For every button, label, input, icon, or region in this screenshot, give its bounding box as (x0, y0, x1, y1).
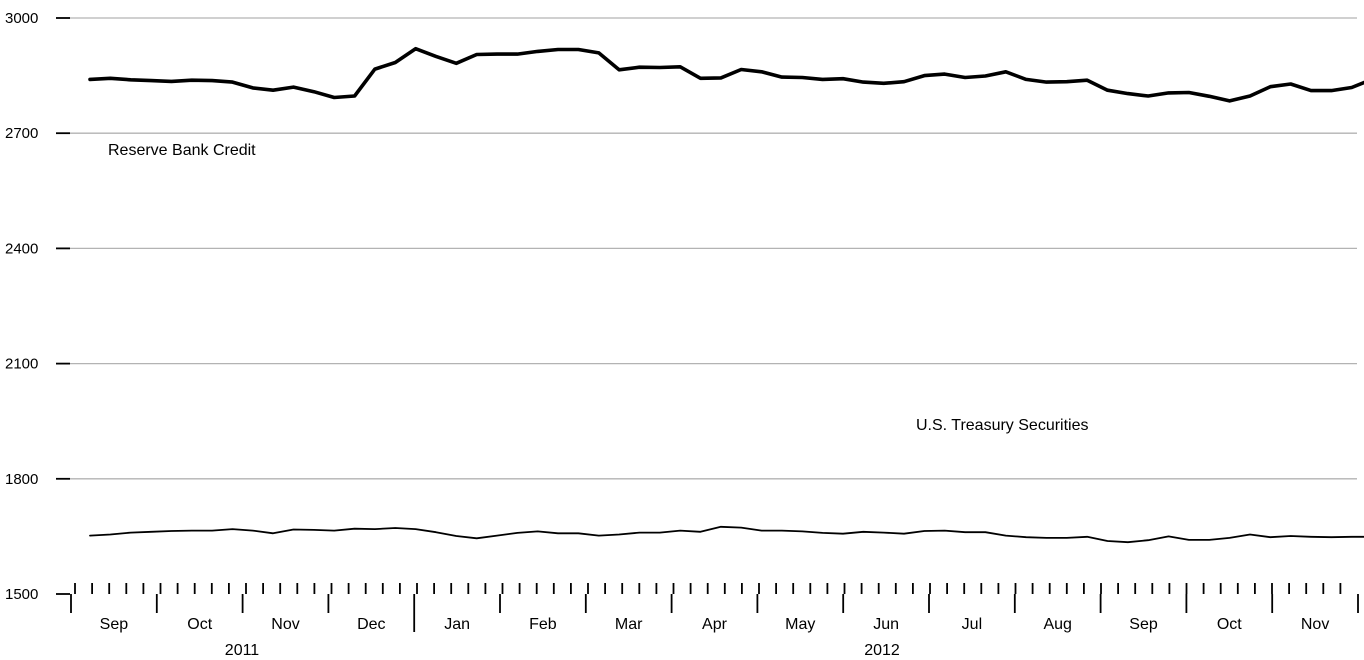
y-tick-label: 2100 (5, 356, 38, 373)
month-label: Oct (1217, 616, 1242, 633)
month-label: Apr (702, 616, 728, 633)
month-label: Jun (873, 616, 899, 633)
month-label: Oct (187, 616, 212, 633)
series-line-reserve-bank-credit (88, 46, 1364, 103)
month-label: Feb (529, 616, 557, 633)
month-label: May (785, 616, 815, 633)
y-tick-label: 3000 (5, 10, 38, 27)
month-label: Jul (962, 616, 982, 633)
year-label: 2011 (225, 642, 260, 659)
month-label: Jan (444, 616, 470, 633)
month-label: Sep (1129, 616, 1158, 633)
y-tick-label: 2700 (5, 125, 38, 142)
gridlines (68, 17, 1357, 480)
y-tick-label: 1800 (5, 471, 38, 488)
y-axis: 1500 1800 2100 2400 2700 3000 (5, 10, 70, 603)
month-label: Nov (271, 616, 299, 633)
month-label: Nov (1301, 616, 1329, 633)
month-label: Dec (357, 616, 385, 633)
year-label: 2012 (864, 642, 900, 659)
series-label-reserve-bank-credit: Reserve Bank Credit (108, 142, 256, 159)
series-label-us-treasury-securities: U.S. Treasury Securities (916, 417, 1089, 434)
series-lines (88, 46, 1364, 544)
y-tick-label: 1500 (5, 586, 38, 603)
month-label: Mar (615, 616, 643, 633)
month-label: Aug (1043, 616, 1071, 633)
x-axis: Sep Oct Nov Dec Jan Feb Mar Apr May Jun Jul Aug Sep O… (70, 583, 1359, 659)
series-line-u-s-treasury-securities (89, 525, 1364, 544)
month-label: Sep (100, 616, 129, 633)
y-tick-label: 2400 (5, 240, 38, 257)
